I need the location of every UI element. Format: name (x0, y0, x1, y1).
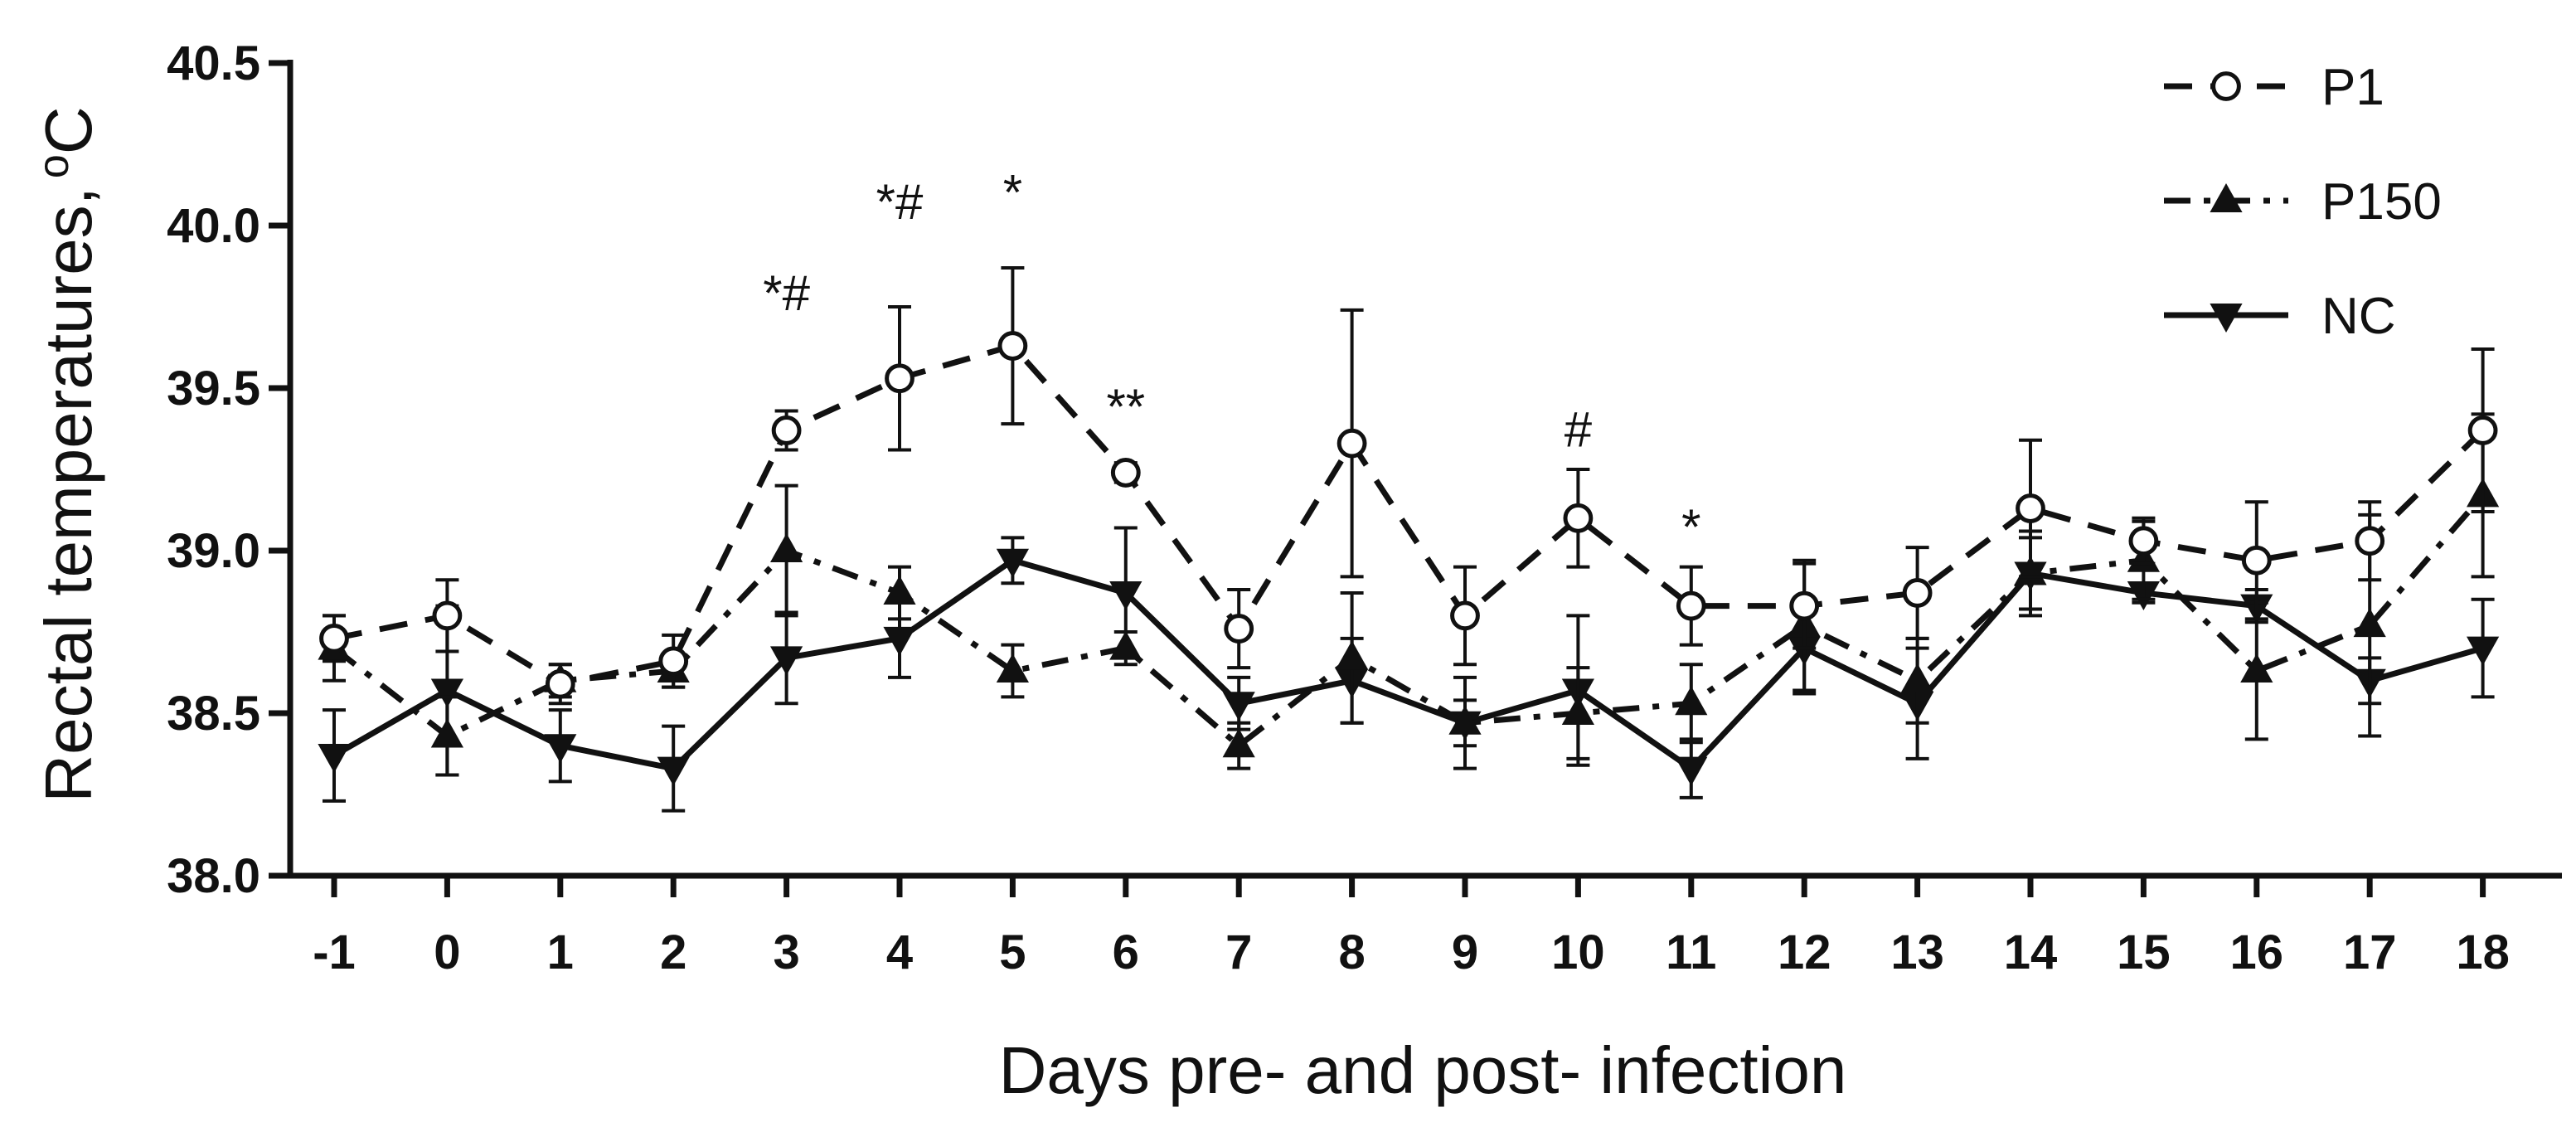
data-point-p150 (996, 653, 1029, 683)
data-point-p150 (2353, 608, 2386, 638)
y-axis-title: Rectal temperatures, oC (30, 106, 105, 802)
data-point-nc (318, 743, 351, 773)
data-point-p150 (2240, 653, 2273, 683)
data-point-legend-p150 (2210, 183, 2243, 212)
data-point-nc (883, 626, 916, 656)
data-point-legend-p1 (2211, 71, 2241, 101)
data-point-p1 (2355, 526, 2385, 556)
legend-item-p150: P150 (2164, 173, 2442, 231)
data-point-p1 (1563, 503, 1594, 533)
data-point-nc (430, 678, 463, 708)
data-point-nc (544, 734, 577, 764)
y-tick-label: 40.0 (167, 199, 260, 253)
series-p1 (319, 265, 2498, 706)
x-tick-label: 10 (1551, 925, 1605, 979)
y-tick-label: 39.0 (167, 524, 260, 578)
y-axis-title-sup: o (30, 154, 78, 178)
data-point-p150 (1222, 728, 1255, 758)
legend-item-p1: P1 (2164, 59, 2384, 116)
data-point-p150 (883, 575, 916, 605)
data-point-p1 (1224, 614, 1254, 644)
x-tick-label: 15 (2117, 925, 2171, 979)
data-point-nc (1109, 581, 1142, 610)
series-layer (318, 265, 2500, 813)
annotations: *#*# *** #* (763, 164, 1700, 555)
data-point-p150 (1675, 686, 1708, 716)
x-tick-label: 1 (547, 925, 574, 979)
data-point-nc (770, 646, 803, 676)
data-point-p1 (997, 331, 1028, 361)
data-point-nc (1675, 756, 1708, 786)
data-point-p1 (1450, 600, 1480, 631)
legend-label-nc: NC (2321, 288, 2396, 345)
data-point-p1 (2128, 526, 2159, 556)
series-line-nc (332, 557, 2484, 772)
data-point-p1 (545, 668, 575, 699)
y-tick-label: 38.0 (167, 849, 260, 903)
series-line-p150 (332, 493, 2486, 749)
x-tick-label: 11 (1666, 925, 1716, 979)
legend-item-nc: NC (2164, 288, 2396, 345)
x-tick-label: 8 (1338, 925, 1365, 979)
x-tick-label: 14 (2004, 925, 2058, 979)
data-point-legend-nc (2210, 304, 2243, 333)
data-point-p1 (1110, 458, 1141, 488)
data-point-p1 (2016, 493, 2045, 523)
x-tick-label: 5 (999, 925, 1026, 979)
x-tick-label: 13 (1890, 925, 1944, 979)
x-tick-label: 18 (2456, 925, 2510, 979)
y-tick-label: 40.5 (167, 36, 260, 90)
y-axis-title-main: Rectal temperatures, (32, 187, 105, 803)
data-point-p1 (1337, 428, 1367, 459)
y-tick-label: 39.5 (167, 362, 260, 415)
data-point-p1 (2467, 415, 2498, 445)
legend: P1 P150 NC (2164, 59, 2442, 345)
data-point-p1 (1676, 590, 1706, 621)
x-tick-label: 4 (886, 925, 913, 979)
data-point-p150 (430, 718, 463, 748)
data-point-nc (2467, 636, 2500, 666)
data-point-p1 (1789, 590, 1820, 621)
axes: 38.038.539.039.540.040.5-1 0 1 2 3 4 5 6 7 8 9 10 11… (167, 36, 2562, 979)
y-axis-title-unit: C (32, 106, 105, 154)
data-point-p150 (1448, 705, 1482, 735)
y-tick-label: 38.5 (167, 687, 260, 741)
data-point-p1 (319, 623, 349, 653)
data-point-p1 (885, 363, 914, 394)
x-tick-label: 2 (660, 925, 686, 979)
series-line-p1 (333, 342, 2486, 687)
significance-marker: * (1003, 164, 1022, 220)
x-tick-label: 12 (1778, 925, 1831, 979)
legend-label-p1: P1 (2321, 59, 2384, 116)
data-point-p150 (1336, 640, 1369, 670)
data-point-nc (996, 548, 1029, 578)
x-tick-label: 9 (1452, 925, 1478, 979)
data-point-p1 (432, 600, 463, 631)
data-point-nc (1222, 692, 1255, 721)
x-tick-label: 7 (1225, 925, 1252, 979)
x-tick-label: 17 (2343, 925, 2397, 979)
significance-marker: *# (876, 174, 924, 230)
data-point-p1 (2241, 545, 2272, 576)
data-point-p150 (1561, 696, 1594, 725)
x-tick-label: 3 (773, 925, 799, 979)
data-point-p1 (658, 646, 689, 677)
x-tick-label: 16 (2230, 925, 2284, 979)
data-point-p150 (1109, 630, 1142, 660)
x-axis-title: Days pre- and post- infection (999, 1033, 1847, 1107)
significance-marker: ** (1106, 379, 1145, 435)
x-tick-label: 0 (434, 925, 460, 979)
data-point-p1 (1902, 578, 1933, 608)
legend-label-p150: P150 (2321, 173, 2442, 231)
data-point-p150 (770, 533, 803, 562)
significance-marker: * (1681, 499, 1700, 555)
data-point-p1 (771, 415, 802, 445)
significance-marker: *# (763, 265, 810, 321)
x-tick-label: -1 (313, 925, 356, 979)
significance-marker: # (1565, 402, 1593, 458)
x-tick-label: 6 (1113, 925, 1139, 979)
data-point-p150 (1901, 663, 1934, 692)
data-point-nc (657, 756, 690, 786)
